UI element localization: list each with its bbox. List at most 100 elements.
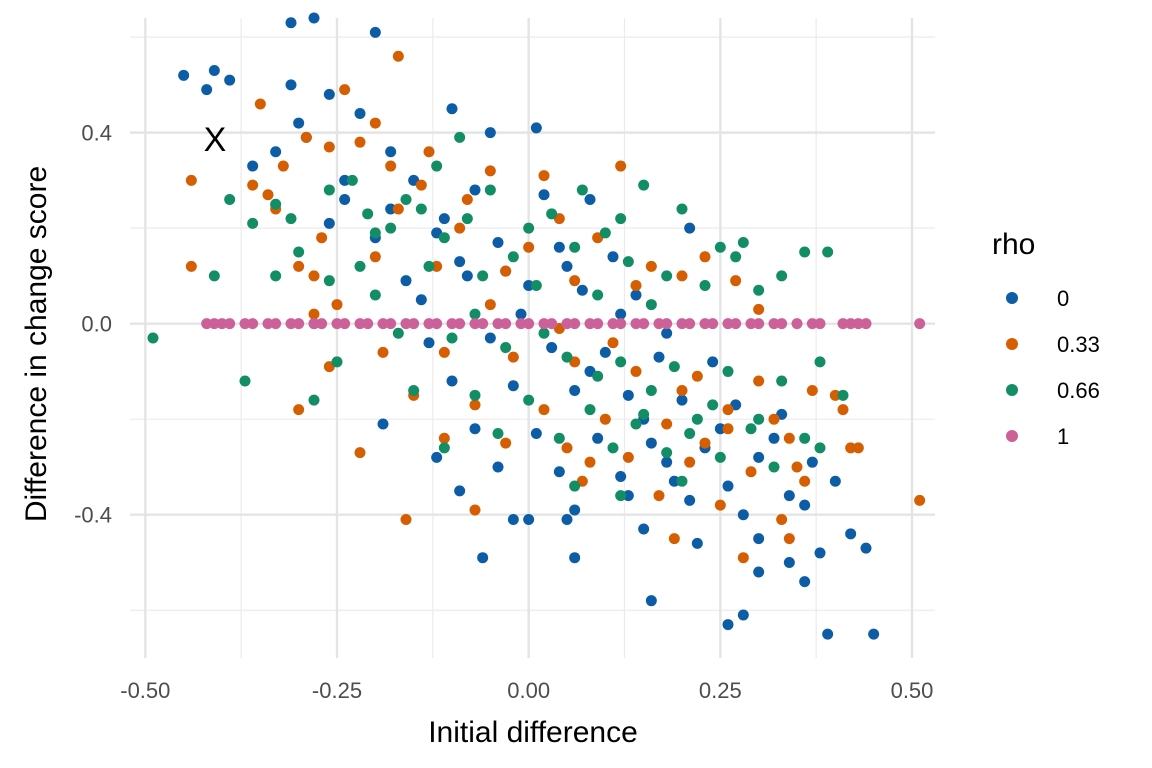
data-point bbox=[837, 389, 849, 401]
data-point bbox=[569, 241, 581, 253]
x-tick-label: 0.00 bbox=[507, 678, 550, 703]
data-point bbox=[377, 346, 389, 358]
data-point bbox=[454, 131, 466, 143]
data-point bbox=[546, 342, 558, 354]
data-point bbox=[415, 203, 427, 215]
data-point bbox=[860, 542, 872, 554]
data-point bbox=[553, 241, 565, 253]
data-point bbox=[722, 318, 734, 330]
data-point bbox=[484, 165, 496, 177]
data-point bbox=[438, 213, 450, 225]
y-tick-label: -0.4 bbox=[74, 503, 112, 528]
data-point bbox=[599, 227, 611, 239]
data-point bbox=[699, 251, 711, 263]
data-point bbox=[569, 385, 581, 397]
minor-gridlines bbox=[130, 18, 935, 658]
data-point bbox=[607, 442, 619, 454]
data-point bbox=[461, 213, 473, 225]
data-point bbox=[431, 451, 443, 463]
data-point bbox=[446, 318, 458, 330]
legend-label: 0.33 bbox=[1057, 332, 1100, 357]
data-point bbox=[369, 227, 381, 239]
data-point bbox=[783, 432, 795, 444]
data-point bbox=[538, 404, 550, 416]
data-point bbox=[469, 318, 481, 330]
data-point bbox=[385, 160, 397, 172]
data-point bbox=[645, 260, 657, 272]
data-point bbox=[247, 179, 259, 191]
data-point bbox=[607, 337, 619, 349]
data-point bbox=[630, 289, 642, 301]
data-point bbox=[914, 318, 926, 330]
data-point bbox=[592, 289, 604, 301]
data-point bbox=[354, 260, 366, 272]
data-point bbox=[362, 208, 374, 220]
data-point bbox=[492, 461, 504, 473]
data-point bbox=[446, 375, 458, 387]
data-point bbox=[469, 184, 481, 196]
data-point bbox=[323, 88, 335, 100]
data-point bbox=[676, 394, 688, 406]
data-point bbox=[661, 418, 673, 430]
data-point bbox=[753, 451, 765, 463]
data-point bbox=[185, 260, 197, 272]
data-point bbox=[492, 318, 504, 330]
data-point bbox=[584, 456, 596, 468]
data-point bbox=[584, 193, 596, 205]
data-point bbox=[868, 628, 880, 640]
data-point bbox=[323, 275, 335, 287]
data-point bbox=[408, 385, 420, 397]
data-point bbox=[806, 456, 818, 468]
data-point bbox=[615, 160, 627, 172]
data-point bbox=[285, 79, 297, 91]
data-point bbox=[829, 475, 841, 487]
y-axis-tick-labels: -0.4 0.0 0.4 bbox=[74, 121, 112, 528]
data-point bbox=[806, 385, 818, 397]
data-point bbox=[392, 203, 404, 215]
data-point bbox=[615, 318, 627, 330]
data-point bbox=[339, 84, 351, 96]
data-point bbox=[615, 213, 627, 225]
data-point bbox=[454, 222, 466, 234]
data-point bbox=[339, 174, 351, 186]
data-point bbox=[791, 461, 803, 473]
data-point bbox=[331, 318, 343, 330]
data-point bbox=[270, 146, 282, 158]
data-point bbox=[783, 490, 795, 502]
data-point bbox=[500, 318, 512, 330]
data-point bbox=[446, 103, 458, 115]
data-point bbox=[308, 12, 320, 24]
data-point bbox=[645, 595, 657, 607]
data-point bbox=[201, 84, 213, 96]
data-point bbox=[285, 318, 297, 330]
data-point bbox=[423, 337, 435, 349]
data-point bbox=[354, 108, 366, 120]
data-point bbox=[799, 499, 811, 511]
data-point bbox=[538, 327, 550, 339]
data-point bbox=[523, 222, 535, 234]
data-point bbox=[270, 270, 282, 282]
data-point bbox=[661, 318, 673, 330]
data-point bbox=[423, 260, 435, 272]
legend-title: rho bbox=[992, 228, 1035, 261]
data-point bbox=[254, 98, 266, 110]
data-point bbox=[461, 270, 473, 282]
data-point bbox=[860, 318, 872, 330]
data-point bbox=[484, 184, 496, 196]
data-point bbox=[569, 552, 581, 564]
data-point bbox=[837, 318, 849, 330]
data-point bbox=[369, 289, 381, 301]
data-point bbox=[753, 566, 765, 578]
data-point bbox=[308, 394, 320, 406]
x-tick-label: 0.25 bbox=[699, 678, 742, 703]
data-point bbox=[684, 494, 696, 506]
data-point bbox=[745, 318, 757, 330]
y-tick-label: 0.0 bbox=[81, 312, 112, 337]
data-point bbox=[438, 432, 450, 444]
data-point bbox=[538, 170, 550, 182]
data-point bbox=[293, 117, 305, 129]
data-point bbox=[822, 246, 834, 258]
data-point bbox=[507, 513, 519, 525]
data-point bbox=[339, 193, 351, 205]
